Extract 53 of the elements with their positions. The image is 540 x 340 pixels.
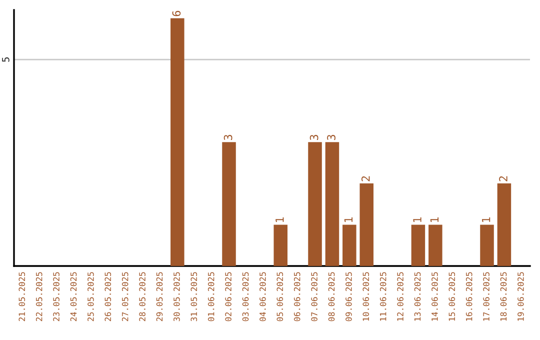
bar <box>480 224 494 266</box>
x-tick-label: 16.06.2025 <box>466 272 472 321</box>
x-tick-label: 09.06.2025 <box>346 272 352 322</box>
x-tick-label: 04.06.2025 <box>260 272 266 322</box>
x-tick-label: 21.05.2025 <box>18 272 26 322</box>
x-tick-label: 25.05.2025 <box>88 272 94 322</box>
bar <box>411 224 426 266</box>
x-tick-label: 29.05.2025 <box>156 272 163 322</box>
x-tick-label: 02.06.2025 <box>225 272 232 322</box>
x-tick-label: 13.06.2025 <box>414 272 421 321</box>
bar <box>497 183 512 266</box>
x-tick-label: 03.06.2025 <box>242 272 249 322</box>
x-tick-label: 23.05.2025 <box>53 272 60 322</box>
x-tick-label: 24.05.2025 <box>70 272 77 322</box>
bar <box>222 142 236 266</box>
bar <box>342 224 356 266</box>
x-tick-label: 15.06.2025 <box>448 272 456 321</box>
data-label: 1 <box>430 217 438 222</box>
x-tick-label: 19.06.2025 <box>518 272 524 321</box>
bar <box>274 224 288 266</box>
bar <box>170 18 184 266</box>
data-label: 2 <box>361 176 370 182</box>
x-tick-label: 01.06.2025 <box>208 272 214 322</box>
data-label: 3 <box>327 134 336 140</box>
y-tick-label: 5 <box>2 57 10 62</box>
x-tick-label: 07.06.2025 <box>311 272 318 322</box>
data-label: 1 <box>344 217 352 222</box>
bar <box>360 183 374 266</box>
x-tick-label: 28.05.2025 <box>139 272 146 322</box>
data-label: 1 <box>413 217 422 222</box>
bar <box>308 142 322 266</box>
x-tick-label: 17.06.2025 <box>483 272 490 321</box>
x-tick-label: 06.06.2025 <box>294 272 300 322</box>
bar <box>428 224 442 266</box>
x-tick-label: 14.06.2025 <box>432 272 438 321</box>
data-label: 2 <box>499 176 508 182</box>
x-tick-label: 18.06.2025 <box>500 272 507 321</box>
x-tick-label: 30.05.2025 <box>174 272 180 322</box>
x-tick-label: 10.06.2025 <box>362 272 370 321</box>
x-tick-label: 26.05.2025 <box>104 272 112 322</box>
x-tick-label: 08.06.2025 <box>328 272 335 322</box>
x-tick-label: 31.05.2025 <box>190 272 198 322</box>
x-tick-label: 05.06.2025 <box>276 272 284 322</box>
x-tick-label: 12.06.2025 <box>397 272 404 321</box>
x-tick-label: 22.05.2025 <box>36 272 42 322</box>
x-tick-label: 27.05.2025 <box>122 272 128 322</box>
data-label: 6 <box>172 10 181 16</box>
data-label: 3 <box>224 134 232 140</box>
data-label: 1 <box>276 217 284 222</box>
bar <box>325 142 340 266</box>
data-label: 1 <box>482 217 490 222</box>
data-label: 3 <box>310 134 318 140</box>
x-tick-label: 11.06.2025 <box>380 272 386 321</box>
